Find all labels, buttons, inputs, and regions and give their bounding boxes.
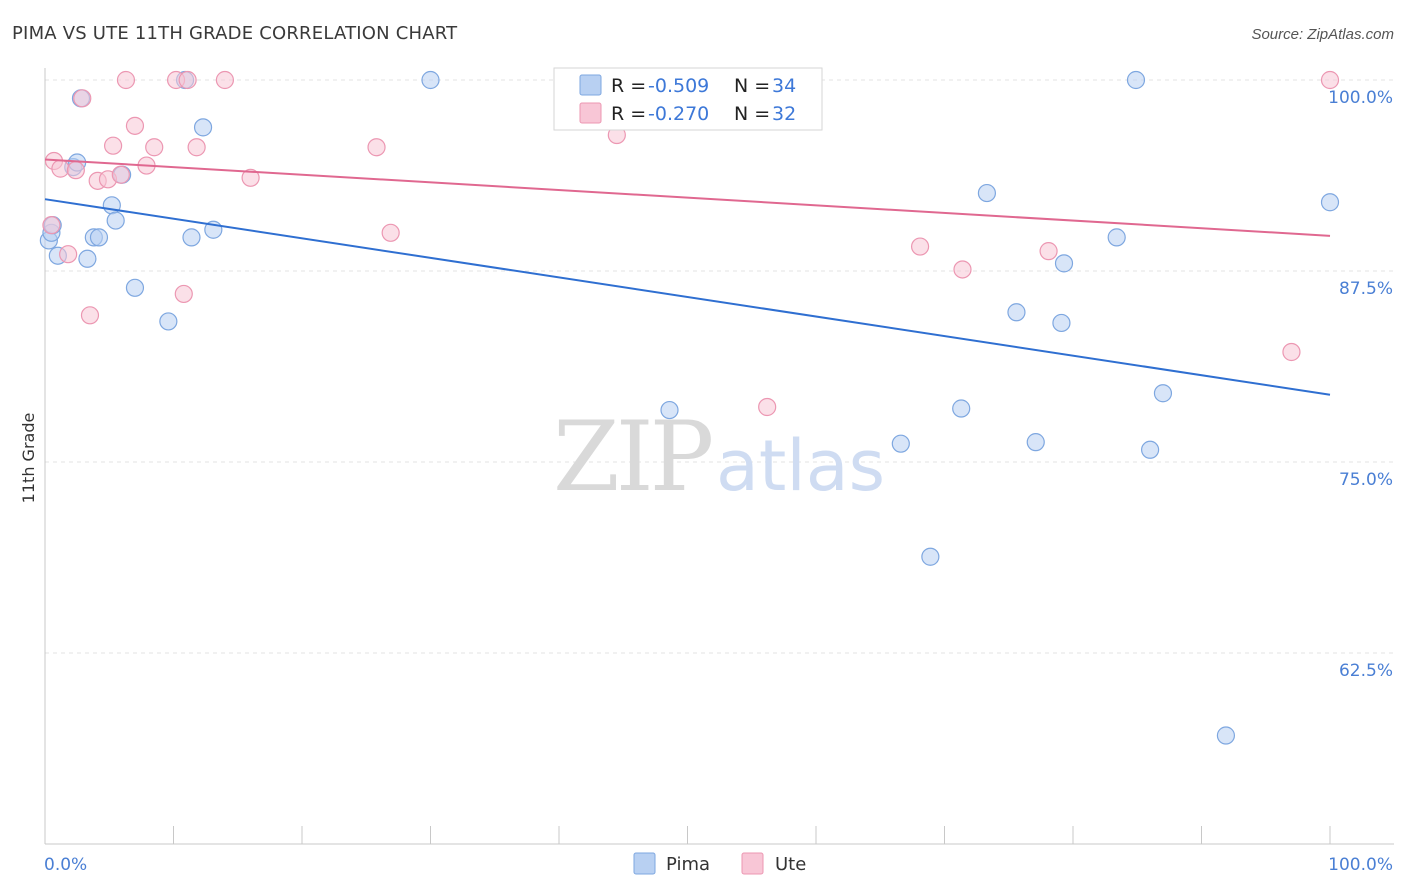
pima-point-17 <box>193 118 213 137</box>
ute-point-0 <box>42 216 61 235</box>
ute-point-19 <box>215 70 234 90</box>
series-legend: Pima Ute <box>633 852 806 875</box>
pima-point-14 <box>159 312 178 331</box>
series-legend-label-pima: Pima <box>666 854 710 875</box>
pima-point-31 <box>1140 440 1160 459</box>
series-legend-swatch-ute <box>741 852 764 875</box>
ute-point-21 <box>367 138 386 157</box>
ute-point-18 <box>187 138 206 157</box>
stats-legend-r-label-ute: R = <box>611 103 646 125</box>
stats-legend: R = -0.509 N = 34 R = -0.270 N = 32 <box>553 67 823 131</box>
y-tick-label-2: 75.0% <box>1339 470 1393 490</box>
stats-legend-r-label-pima: R = <box>611 75 646 97</box>
pima-point-13 <box>125 278 145 297</box>
pima-point-21 <box>891 434 910 453</box>
ute-point-6 <box>80 306 100 325</box>
watermark-zip: ZIP <box>553 401 712 513</box>
stats-legend-r-value-ute: -0.270 <box>648 103 709 125</box>
y-tick-label-3: 62.5% <box>1339 661 1393 681</box>
series-legend-label-ute: Ute <box>775 854 806 875</box>
pima-point-34 <box>1320 193 1340 212</box>
ute-point-12 <box>125 116 145 135</box>
stats-legend-r-value-pima: -0.509 <box>648 75 709 97</box>
ute-point-3 <box>59 245 78 264</box>
watermark-atlas: atlas <box>716 425 885 507</box>
ute-point-16 <box>174 284 193 304</box>
ute-point-26 <box>910 237 930 256</box>
pima-point-7 <box>78 249 97 268</box>
y-axis-label: 11th Grade <box>19 413 38 504</box>
y-tick-label-0: 100.0% <box>1328 88 1393 108</box>
ute-point-20 <box>241 168 260 187</box>
stats-legend-swatch-pima <box>579 74 602 96</box>
ute-point-17 <box>178 70 197 90</box>
ute-point-10 <box>111 165 130 184</box>
ute-point-28 <box>1039 242 1058 261</box>
trend-lines <box>44 158 1331 396</box>
ute-point-5 <box>73 89 92 108</box>
pima-point-26 <box>1026 433 1045 452</box>
ute-point-29 <box>1282 342 1301 362</box>
ute-point-9 <box>104 136 123 155</box>
pima-trend-line <box>44 198 1331 396</box>
pima-point-29 <box>1107 228 1126 247</box>
ute-point-2 <box>51 159 70 178</box>
pima-point-32 <box>1153 384 1173 403</box>
ute-point-4 <box>66 161 85 180</box>
ute-point-22 <box>381 223 400 242</box>
pima-point-25 <box>1007 303 1026 322</box>
x-tick-label-min: 0.0% <box>44 855 87 875</box>
pima-point-16 <box>182 228 201 247</box>
pima-point-11 <box>106 211 125 230</box>
chart-source: Source: ZipAtlas.com <box>1251 26 1394 43</box>
stats-legend-n-label-pima: N = <box>734 75 770 97</box>
ute-point-30 <box>1320 70 1340 90</box>
pima-point-9 <box>89 228 109 247</box>
grid-lines <box>45 79 1394 654</box>
series-legend-swatch-pima <box>633 852 656 875</box>
pima-point-19 <box>421 70 440 90</box>
pima-point-22 <box>921 547 940 566</box>
axes <box>44 68 1394 845</box>
stats-legend-n-value-ute: 32 <box>772 103 796 125</box>
ute-point-14 <box>145 138 164 157</box>
ute-trend-line <box>44 158 1331 237</box>
ute-point-25 <box>758 397 777 417</box>
pima-point-33 <box>1216 726 1236 745</box>
stats-legend-n-value-pima: 34 <box>772 75 796 97</box>
ute-point-11 <box>116 70 136 90</box>
pima-point-27 <box>1052 313 1071 333</box>
pima-point-23 <box>952 399 971 418</box>
y-tick-label-1: 87.5% <box>1339 279 1393 299</box>
chart-title: PIMA VS UTE 11TH GRADE CORRELATION CHART <box>12 23 458 44</box>
ute-point-27 <box>953 260 972 279</box>
x-tick-label-max: 100.0% <box>1328 855 1393 875</box>
stats-legend-n-label-ute: N = <box>734 103 770 125</box>
y-tick-labels: 100.0% 87.5% 75.0% 62.5% <box>1328 88 1393 681</box>
series-ute <box>42 70 1340 417</box>
stats-legend-swatch-ute <box>579 102 602 124</box>
pima-point-30 <box>1126 70 1146 90</box>
watermark: ZIP atlas <box>553 401 885 513</box>
pima-point-24 <box>977 183 997 203</box>
pima-point-20 <box>660 400 679 420</box>
pima-point-28 <box>1054 254 1074 273</box>
